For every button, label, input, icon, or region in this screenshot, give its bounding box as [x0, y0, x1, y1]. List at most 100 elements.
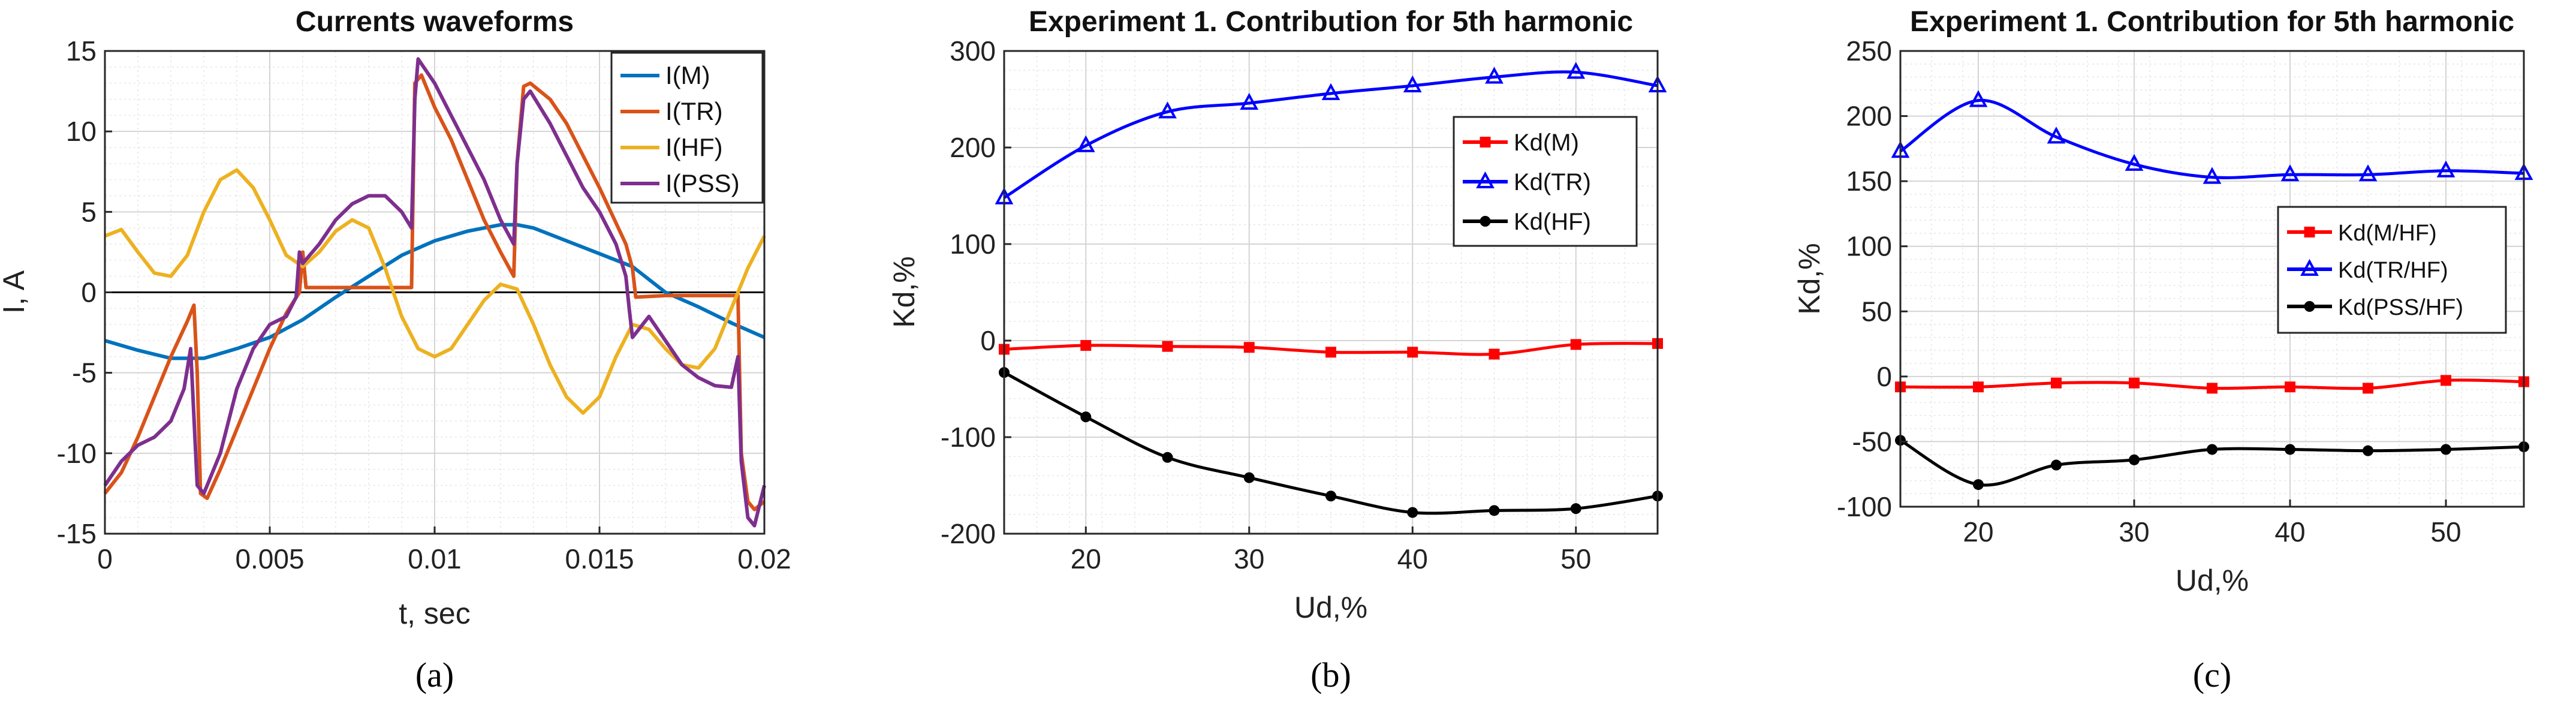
chart-a-title: Currents waveforms: [296, 6, 574, 38]
chart-a-x-label: t, sec: [399, 597, 470, 630]
chart-a-x-tick-label: 0.02: [737, 543, 791, 574]
chart-b-series-kd-hf-point: [1407, 507, 1418, 518]
chart-c-x-label: Ud,%: [2176, 564, 2249, 597]
chart-a-legend: I(M) I(TR) I(HF) I(PSS): [610, 52, 764, 204]
chart-c-series-kd-tr-hf-point: [1969, 90, 1988, 107]
chart-a-y-ticks: -15 -10 -5 0 5 10 15: [57, 35, 112, 549]
chart-c-y-tick-label: 150: [1846, 166, 1892, 197]
chart-c-series-kd-tr-hf-point: [2280, 164, 2300, 182]
chart-c-x-tick-label: 50: [2430, 516, 2461, 547]
chart-c-series-kd-tr-hf-point: [2125, 154, 2144, 171]
chart-c-y-tick-label: -50: [1852, 426, 1892, 457]
chart-a-x-tick-label: 0.005: [235, 543, 304, 574]
chart-c-legend: Kd(M/HF) Kd(TR/HF) Kd(PSS/HF): [2277, 206, 2507, 334]
chart-c-series-kd-tr-hf-line: [1899, 98, 2524, 179]
chart-c-series-kd-pss-hf-point: [1973, 479, 1984, 491]
chart-c-legend-marker-kd-pss-hf: [2304, 301, 2315, 312]
chart-b-y-tick-label: -200: [941, 518, 996, 549]
chart-c-series-kd-pss-hf-point: [2207, 444, 2218, 455]
chart-b-y-tick-label: -100: [941, 422, 996, 453]
chart-c-x-tick-label: 20: [1963, 516, 1993, 547]
chart-a-y-tick-label: 0: [81, 277, 97, 308]
chart-a-legend-label-i-pss: I(PSS): [665, 169, 740, 197]
chart-a-series-i-m-line: [104, 222, 766, 360]
chart-b-series-kd-tr-point: [1566, 62, 1586, 79]
chart-a-legend-label-i-m: I(M): [665, 61, 710, 89]
chart-c-series-kd-pss-hf-point: [2285, 444, 2295, 455]
chart-b-series-kd-m-point: [1325, 347, 1336, 358]
chart-b-series-kd-tr-line: [1003, 70, 1658, 199]
chart-b-series-kd-m-point: [1243, 342, 1255, 353]
chart-b-series-kd-hf-point: [1162, 452, 1173, 463]
chart-a-y-tick-label: -5: [72, 357, 97, 389]
chart-c-y-tick-label: 100: [1846, 231, 1892, 262]
chart-b-series-kd-hf-point: [1243, 472, 1255, 483]
chart-c-x-ticks: 20 30 40 50: [1963, 500, 2461, 547]
chart-a: 0 0.005 0.01 0.015 0.02 -15 -10 -5 0 5 10 15 Curre…: [0, 6, 791, 694]
chart-b-series-kd-m-point: [1407, 347, 1418, 358]
chart-c-series-kd-m-hf-point: [2129, 377, 2140, 389]
chart-c-series-kd-pss-hf-point: [2441, 444, 2451, 455]
chart-b-series-kd-tr-point: [1076, 135, 1095, 152]
chart-b-series-kd-tr-point: [1485, 67, 1504, 84]
chart-a-x-tick-label: 0: [97, 543, 113, 574]
chart-b-y-tick-label: 100: [950, 228, 996, 260]
chart-a-series-group: [103, 57, 766, 528]
chart-b-series-kd-hf-point: [1489, 505, 1500, 516]
chart-b-x-ticks: 20 30 40 50: [1071, 527, 1591, 574]
chart-b-series-kd-hf-point: [1570, 503, 1581, 515]
chart-c: 20 30 40 50 -100 -50 0 50 100 150 200 250 Experime…: [1792, 6, 2533, 694]
chart-b-series-kd-m-point: [1080, 340, 1092, 351]
chart-b-series-kd-tr-point: [1158, 101, 1177, 119]
chart-c-series-kd-tr-hf-point: [2436, 160, 2456, 177]
chart-c-series-kd-m-hf-point: [2051, 377, 2062, 389]
chart-b-x-tick-label: 40: [1397, 543, 1428, 574]
chart-b-y-tick-label: 0: [980, 325, 996, 356]
chart-a-legend-label-i-hf: I(HF): [665, 133, 723, 161]
chart-c-legend-label-kd-m-hf: Kd(M/HF): [2338, 221, 2437, 246]
chart-b-series-kd-m-point: [1570, 339, 1581, 350]
chart-c-series-kd-m-hf-point: [2441, 375, 2451, 386]
chart-b-y-tick-label: 200: [950, 132, 996, 163]
chart-b-legend-label-kd-hf: Kd(HF): [1514, 209, 1591, 235]
chart-c-x-tick-label: 40: [2274, 516, 2305, 547]
chart-a-y-tick-label: 15: [66, 35, 97, 67]
chart-b: 20 30 40 50 -200 -100 0 100 200 300 Experiment 1…: [887, 6, 1667, 694]
chart-c-series-kd-m-hf-point: [1973, 381, 1984, 393]
chart-b-legend-label-kd-m: Kd(M): [1514, 130, 1579, 156]
chart-c-series-kd-tr-hf-point: [2047, 127, 2066, 144]
chart-c-y-tick-label: 250: [1846, 35, 1892, 67]
chart-b-y-tick-label: 300: [950, 35, 996, 67]
chart-b-legend-marker-kd-hf: [1480, 216, 1491, 227]
chart-b-x-tick-label: 30: [1234, 543, 1264, 574]
chart-a-x-ticks: 0 0.005 0.01 0.015 0.02: [97, 527, 791, 574]
chart-b-title: Experiment 1. Contribution for 5th harmo…: [1029, 6, 1633, 38]
chart-a-series-i-hf-line: [104, 168, 766, 415]
chart-a-x-tick-label: 0.015: [565, 543, 634, 574]
chart-c-y-tick-label: -100: [1837, 491, 1892, 522]
chart-c-y-tick-label: 200: [1846, 101, 1892, 132]
chart-b-x-label: Ud,%: [1294, 591, 1367, 624]
chart-c-series-kd-pss-hf-point: [2129, 454, 2140, 465]
chart-b-series-kd-m-point: [1162, 341, 1173, 352]
chart-b-series-kd-tr-point: [1403, 75, 1422, 92]
chart-b-series-kd-tr-point: [1240, 92, 1259, 110]
chart-a-y-label: I, A: [0, 270, 31, 314]
chart-a-series-i-pss-line: [103, 57, 766, 528]
chart-b-legend-marker-kd-tr: [1476, 171, 1495, 188]
chart-c-series-group: [1891, 90, 2533, 491]
chart-a-legend-label-i-tr: I(TR): [665, 97, 723, 125]
chart-b-legend: Kd(M) Kd(TR) Kd(HF): [1453, 116, 1638, 247]
chart-b-series-kd-tr-point: [1321, 83, 1340, 100]
chart-a-x-tick-label: 0.01: [408, 543, 462, 574]
chart-b-series-kd-hf-point: [1080, 411, 1092, 423]
chart-c-series-kd-pss-hf-point: [2363, 445, 2373, 456]
chart-a-y-tick-label: -15: [57, 518, 97, 549]
chart-a-series-i-tr-line: [103, 73, 766, 512]
chart-b-x-tick-label: 20: [1071, 543, 1101, 574]
chart-a-y-tick-label: -10: [57, 438, 97, 469]
chart-a-y-tick-label: 5: [81, 196, 97, 227]
chart-c-y-tick-label: 0: [1876, 361, 1892, 392]
chart-c-series-kd-tr-hf-point: [2358, 164, 2378, 182]
chart-c-y-tick-label: 50: [1861, 296, 1892, 327]
